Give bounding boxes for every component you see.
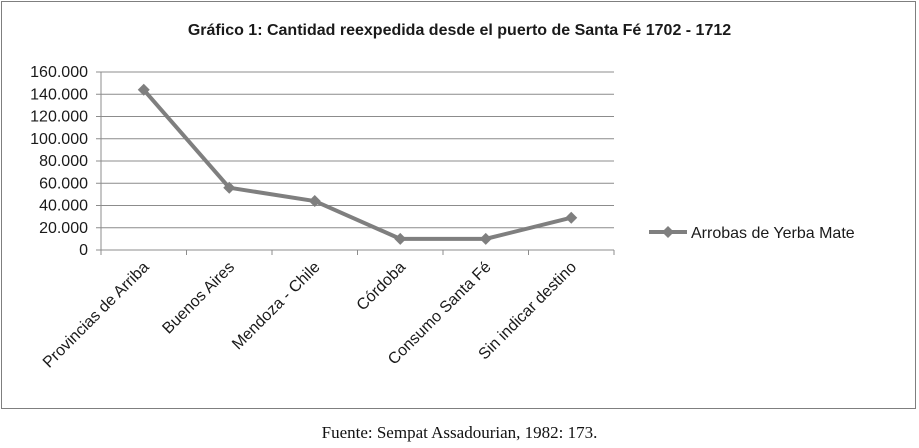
data-point bbox=[394, 232, 407, 245]
x-tick-label: Córdoba bbox=[354, 259, 409, 314]
axes bbox=[96, 71, 615, 255]
y-tick-labels: 0 20.000 40.000 60.000 80.000 100.000 120.000 1… bbox=[30, 64, 88, 259]
y-tick-label: 60.000 bbox=[39, 175, 88, 192]
data-point bbox=[565, 211, 578, 224]
legend-marker bbox=[662, 226, 674, 238]
y-tick-label: 20.000 bbox=[39, 220, 88, 237]
y-tick-label: 140.000 bbox=[30, 86, 88, 103]
x-tick-label: Sin indicar destino bbox=[476, 259, 581, 364]
series-line bbox=[142, 88, 572, 241]
y-tick-label: 80.000 bbox=[39, 153, 88, 170]
y-tick-label: 160.000 bbox=[30, 64, 88, 81]
y-tick-label: 100.000 bbox=[30, 131, 88, 148]
x-tick-label: Buenos Aires bbox=[159, 259, 238, 338]
line-chart: 0 20.000 40.000 60.000 80.000 100.000 120.000 1… bbox=[30, 64, 855, 372]
gridlines bbox=[101, 71, 614, 229]
y-tick-label: 0 bbox=[79, 242, 88, 259]
data-point bbox=[137, 83, 150, 96]
y-tick-label: 40.000 bbox=[39, 198, 88, 215]
data-point bbox=[308, 195, 321, 208]
x-tick-labels: Provincias de Arriba Buenos AiresMendoza … bbox=[40, 259, 580, 372]
y-tick-label: 120.000 bbox=[30, 109, 88, 126]
series bbox=[137, 83, 578, 245]
x-tick-label: Mendoza - Chile bbox=[229, 259, 323, 353]
legend-label: Arrobas de Yerba Mate bbox=[691, 225, 855, 242]
data-point bbox=[223, 181, 236, 194]
legend: Arrobas de Yerba Mate bbox=[649, 225, 855, 242]
chart-title: Gráfico 1: Cantidad reexpedida desde el … bbox=[187, 22, 732, 39]
data-point bbox=[479, 232, 492, 245]
chart-frame: Gráfico 1: Cantidad reexpedida desde el … bbox=[1, 1, 916, 409]
x-tick-label: Provincias de Arriba bbox=[40, 259, 153, 372]
source-caption: Fuente: Sempat Assadourian, 1982: 173. bbox=[321, 423, 598, 442]
